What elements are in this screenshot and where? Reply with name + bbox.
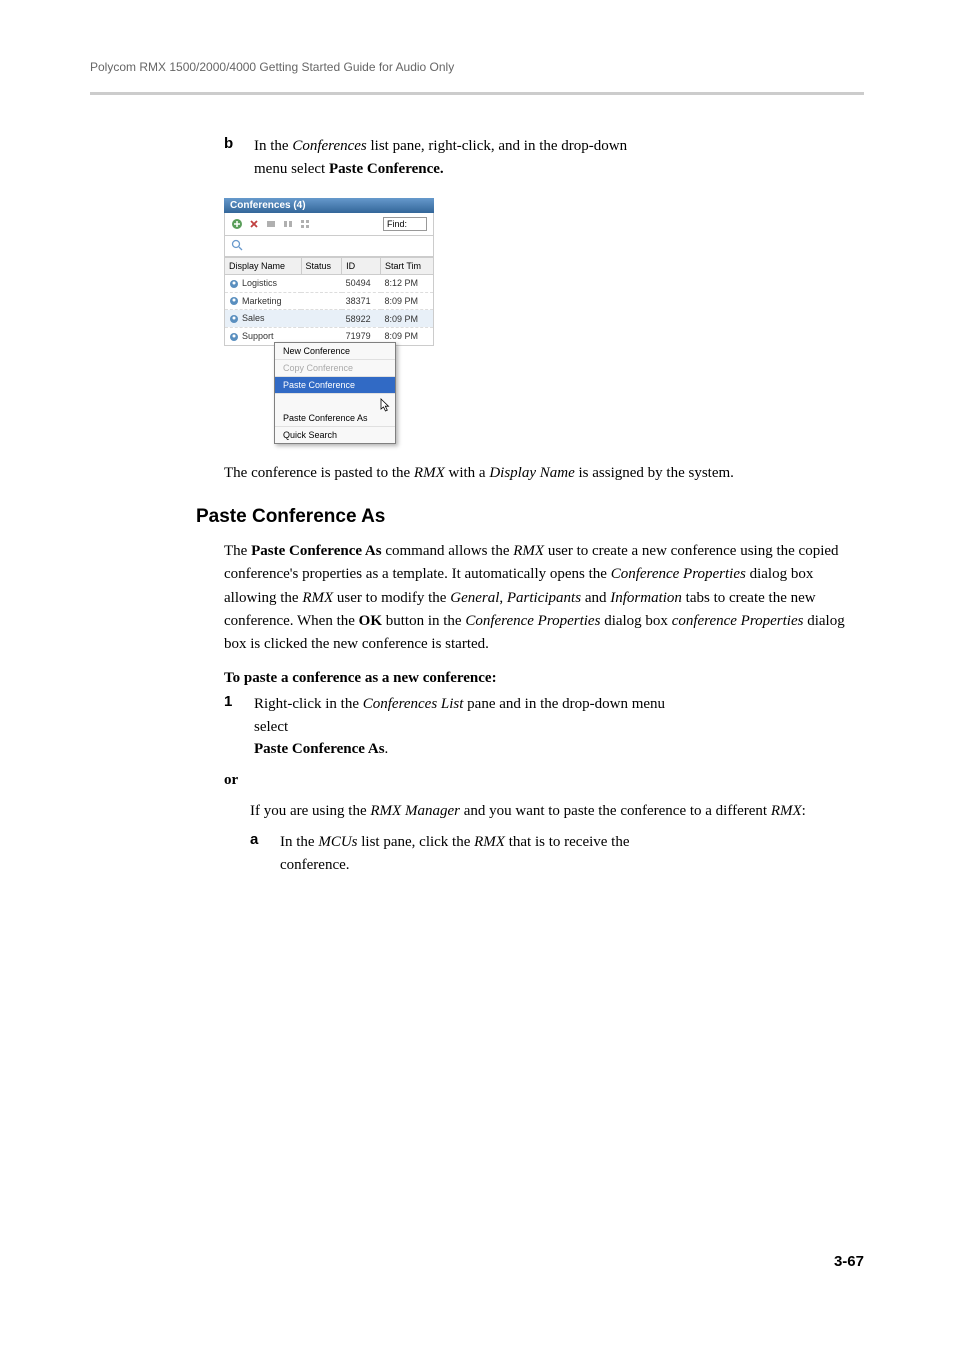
text: The — [224, 543, 251, 559]
col-status[interactable]: Status — [301, 258, 342, 275]
cell-id: 50494 — [342, 275, 381, 293]
text: , — [499, 590, 507, 606]
text-italic: Participants — [507, 590, 581, 606]
cell-status — [301, 275, 342, 293]
ctx-copy-conference: Copy Conference — [275, 360, 395, 377]
text-bold: Paste Conference As — [254, 741, 385, 757]
cell-name: Sales — [242, 313, 265, 323]
text: . — [385, 741, 389, 757]
text-italic: Conferences List — [363, 696, 464, 712]
text: : — [802, 803, 806, 819]
conference-icon — [229, 314, 239, 324]
text: In the — [280, 834, 318, 850]
to-paste-heading: To paste a conference as a new conferenc… — [224, 670, 864, 687]
ctx-paste-conference-as[interactable]: Paste Conference As — [275, 410, 395, 427]
text: list pane, click the — [358, 834, 475, 850]
step-number-1: 1 — [224, 693, 250, 710]
misc-icon-1[interactable] — [265, 218, 277, 230]
step-1: 1 Right-click in the Conferences List pa… — [224, 693, 864, 761]
context-menu: New Conference Copy Conference Paste Con… — [274, 342, 396, 444]
pane-toolbar — [224, 213, 434, 236]
find-input[interactable] — [383, 217, 427, 231]
text-bold: Paste Conference As — [251, 543, 382, 559]
pane-title: Conferences (4) — [224, 198, 434, 213]
step-b: b In the Conferences list pane, right-cl… — [224, 135, 864, 180]
col-start-time[interactable]: Start Tim — [381, 258, 434, 275]
step-b-body: In the Conferences list pane, right-clic… — [254, 135, 664, 180]
text-italic: RMX — [771, 803, 802, 819]
conference-icon — [229, 332, 239, 342]
text: In the — [254, 138, 292, 154]
cell-time: 8:09 PM — [381, 292, 434, 310]
col-id[interactable]: ID — [342, 258, 381, 275]
conference-icon — [229, 279, 239, 289]
cell-time: 8:09 PM — [381, 310, 434, 328]
search-icon[interactable] — [231, 239, 243, 251]
text-italic: Conferences — [292, 138, 366, 154]
search-row — [224, 236, 434, 257]
text-italic: Information — [610, 590, 682, 606]
ctx-new-conference[interactable]: New Conference — [275, 343, 395, 360]
table-row[interactable]: Marketing 38371 8:09 PM — [225, 292, 434, 310]
text-italic: Conference Properties — [611, 566, 746, 582]
text: user to modify the — [333, 590, 450, 606]
text: If you are using the — [250, 803, 370, 819]
step-1-body: Right-click in the Conferences List pane… — [254, 693, 690, 761]
cell-time: 8:12 PM — [381, 275, 434, 293]
doc-header: Polycom RMX 1500/2000/4000 Getting Start… — [90, 60, 864, 74]
text-italic: RMX Manager — [370, 803, 460, 819]
step-letter-b: b — [224, 135, 250, 152]
text-italic: MCUs — [318, 834, 357, 850]
ctx-quick-search[interactable]: Quick Search — [275, 427, 395, 443]
misc-icon-2[interactable] — [282, 218, 294, 230]
text: with a — [445, 465, 490, 481]
table-row[interactable]: Logistics 50494 8:12 PM — [225, 275, 434, 293]
text: and you want to paste the conference to … — [460, 803, 771, 819]
text-bold: OK — [359, 613, 382, 629]
text-italic: RMX — [302, 590, 333, 606]
cell-name: Logistics — [242, 278, 277, 288]
or-text: If you are using the RMX Manager and you… — [250, 800, 864, 823]
cursor-icon — [380, 398, 392, 414]
text: is assigned by the system. — [575, 465, 734, 481]
step-a-body: In the MCUs list pane, click the RMX tha… — [280, 831, 684, 876]
explain-text: The conference is pasted to the RMX with… — [224, 462, 864, 485]
text-italic: General — [450, 590, 499, 606]
conference-icon — [229, 296, 239, 306]
text-italic: Display Name — [489, 465, 574, 481]
cell-name: Marketing — [242, 296, 282, 306]
cell-status — [301, 310, 342, 328]
ctx-paste-conference[interactable]: Paste Conference — [275, 377, 395, 394]
text: Right-click in the — [254, 696, 363, 712]
cell-id: 38371 — [342, 292, 381, 310]
col-display-name[interactable]: Display Name — [225, 258, 302, 275]
text: button in the — [382, 613, 465, 629]
conferences-pane-screenshot: Conferences (4) Display Name Status ID — [224, 198, 434, 444]
step-a: a In the MCUs list pane, click the RMX t… — [250, 831, 864, 876]
delete-icon[interactable] — [248, 218, 260, 230]
text-italic: conference Properties — [672, 613, 804, 629]
text: command allows the — [382, 543, 514, 559]
cell-id: 58922 — [342, 310, 381, 328]
section-title: Paste Conference As — [196, 506, 864, 528]
conferences-table: Display Name Status ID Start Tim Logisti… — [224, 257, 434, 346]
misc-icon-3[interactable] — [299, 218, 311, 230]
cell-name: Support — [242, 331, 274, 341]
text-italic: Conference Properties — [465, 613, 600, 629]
text-italic: RMX — [513, 543, 544, 559]
step-letter-a: a — [250, 831, 276, 848]
new-icon[interactable] — [231, 218, 243, 230]
table-row[interactable]: Sales 58922 8:09 PM — [225, 310, 434, 328]
page-number: 3-67 — [834, 1253, 864, 1270]
or-label: or — [224, 769, 864, 792]
text-italic: RMX — [474, 834, 505, 850]
body-paragraph: The Paste Conference As command allows t… — [224, 540, 864, 656]
cell-status — [301, 292, 342, 310]
text-bold: Paste Conference. — [329, 161, 444, 177]
text-italic: RMX — [414, 465, 445, 481]
header-rule — [90, 92, 864, 95]
text: and — [581, 590, 610, 606]
text: dialog box — [600, 613, 671, 629]
text: The conference is pasted to the — [224, 465, 414, 481]
